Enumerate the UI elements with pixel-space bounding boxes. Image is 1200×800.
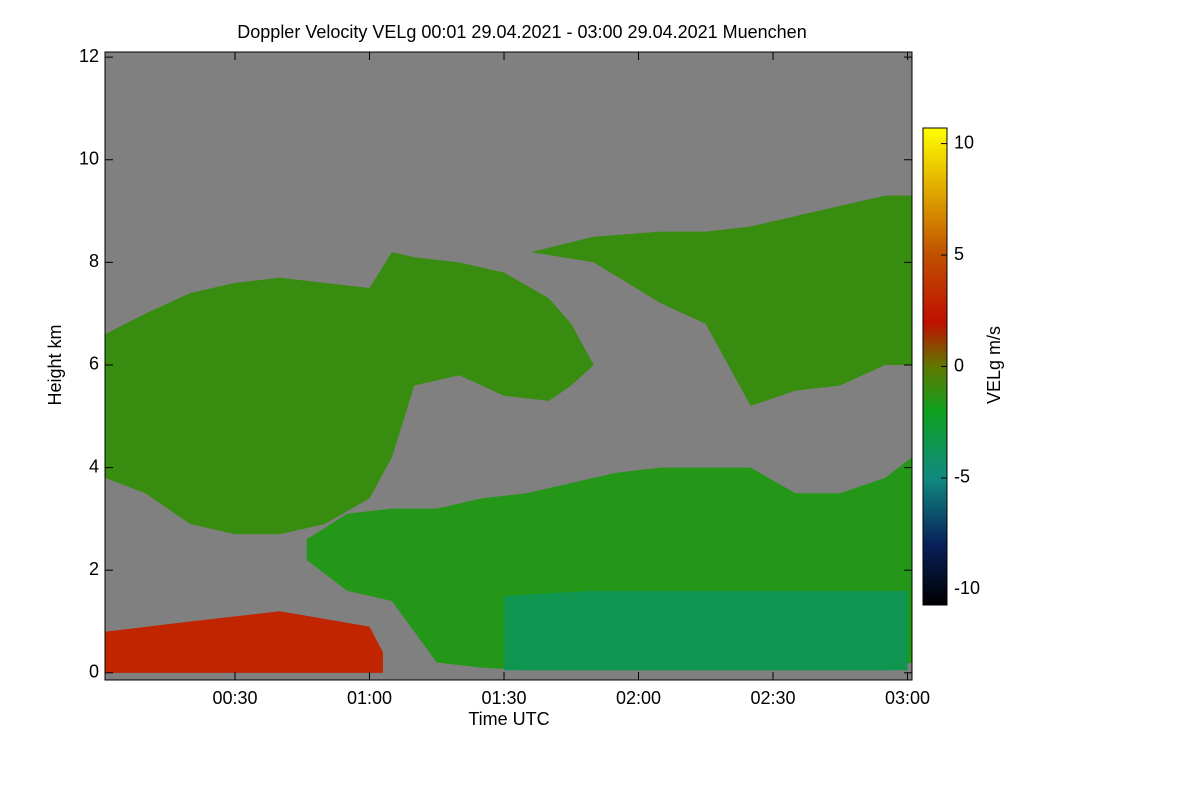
- y-tick-label: 10: [79, 148, 99, 168]
- colorbar-tick-label: 10: [954, 132, 974, 152]
- x-tick-label: 01:30: [481, 688, 526, 708]
- y-tick-label: 12: [79, 46, 99, 66]
- velocity-region: [530, 195, 912, 407]
- colorbar-label: VELg m/s: [984, 326, 1004, 404]
- colorbar-tick-label: -5: [954, 467, 970, 487]
- velocity-region: [105, 611, 383, 673]
- x-tick-label: 02:00: [616, 688, 661, 708]
- y-tick-label: 6: [89, 354, 99, 374]
- x-tick-label: 03:00: [885, 688, 930, 708]
- y-tick-label: 0: [89, 662, 99, 682]
- plot-frame: [104, 51, 913, 681]
- colorbar-tick-label: 0: [954, 355, 964, 375]
- x-tick-label: 00:30: [212, 688, 257, 708]
- colorbar-tick-label: 5: [954, 244, 964, 264]
- y-axis-label: Height km: [45, 324, 65, 405]
- chart-title: Doppler Velocity VELg 00:01 29.04.2021 -…: [237, 22, 806, 42]
- x-tick-label: 02:30: [750, 688, 795, 708]
- velocity-region: [504, 590, 908, 671]
- y-tick-label: 2: [89, 559, 99, 579]
- x-axis-label: Time UTC: [468, 709, 549, 729]
- colorbar-tick-label: -10: [954, 578, 980, 598]
- x-tick-label: 01:00: [347, 688, 392, 708]
- velocity-region: [105, 252, 594, 535]
- y-tick-label: 4: [89, 456, 99, 476]
- y-tick-label: 8: [89, 251, 99, 271]
